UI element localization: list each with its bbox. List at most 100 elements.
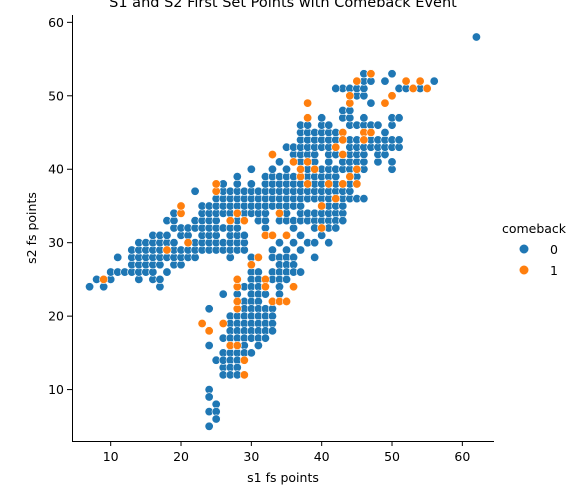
data-point-comeback-0 <box>162 230 172 240</box>
data-point-comeback-0 <box>380 128 390 138</box>
data-point-comeback-1 <box>380 98 390 108</box>
data-point-comeback-0 <box>324 120 334 130</box>
x-tick-label: 50 <box>384 449 400 464</box>
data-point-comeback-1 <box>239 355 249 365</box>
data-point-comeback-1 <box>359 135 369 145</box>
data-point-comeback-0 <box>85 282 95 292</box>
data-point-comeback-1 <box>303 98 313 108</box>
data-point-comeback-0 <box>218 289 228 299</box>
data-point-comeback-1 <box>162 245 172 255</box>
data-point-comeback-0 <box>373 120 383 130</box>
data-point-comeback-1 <box>366 128 376 138</box>
data-point-comeback-0 <box>296 267 306 277</box>
data-point-comeback-0 <box>359 113 369 123</box>
data-point-comeback-1 <box>338 150 348 160</box>
data-point-comeback-1 <box>232 341 242 351</box>
data-point-comeback-1 <box>303 179 313 189</box>
data-point-comeback-1 <box>218 318 228 328</box>
data-point-comeback-1 <box>303 157 313 167</box>
legend-label-1: 1 <box>550 263 558 278</box>
data-point-comeback-1 <box>204 326 214 336</box>
data-point-comeback-1 <box>324 179 334 189</box>
x-axis-label: s1 fs points <box>247 470 319 485</box>
data-point-comeback-0 <box>113 252 123 262</box>
y-tick-label: 60 <box>48 15 64 30</box>
chart-title: S1 and S2 First Set Points with Comeback… <box>109 0 457 11</box>
data-point-comeback-0 <box>282 164 292 174</box>
data-point-comeback-0 <box>190 186 200 196</box>
data-point-comeback-1 <box>274 208 284 218</box>
data-point-comeback-0 <box>274 157 284 167</box>
y-tick-label: 10 <box>48 382 64 397</box>
data-point-comeback-0 <box>338 216 348 226</box>
data-point-comeback-1 <box>352 164 362 174</box>
data-point-comeback-0 <box>169 238 179 248</box>
legend: comeback 0 1 <box>502 221 567 278</box>
data-point-comeback-0 <box>471 32 481 42</box>
data-point-comeback-0 <box>204 421 214 431</box>
data-point-comeback-1 <box>260 282 270 292</box>
x-tick-label: 60 <box>454 449 470 464</box>
data-point-comeback-0 <box>162 267 172 277</box>
data-point-comeback-0 <box>366 98 376 108</box>
data-point-comeback-1 <box>253 252 263 262</box>
data-point-comeback-0 <box>310 252 320 262</box>
data-point-comeback-0 <box>267 326 277 336</box>
data-point-comeback-0 <box>260 333 270 343</box>
data-point-comeback-1 <box>282 296 292 306</box>
data-point-comeback-0 <box>387 69 397 79</box>
data-point-comeback-1 <box>387 91 397 101</box>
data-point-comeback-0 <box>324 238 334 248</box>
data-point-comeback-1 <box>239 370 249 380</box>
x-tick-label: 10 <box>103 449 119 464</box>
y-tick-label: 40 <box>48 162 64 177</box>
legend-marker-0 <box>518 243 530 255</box>
data-point-comeback-0 <box>331 223 341 233</box>
data-point-comeback-1 <box>345 172 355 182</box>
data-point-comeback-1 <box>211 179 221 189</box>
data-point-comeback-1 <box>246 260 256 270</box>
data-point-comeback-1 <box>345 91 355 101</box>
data-point-comeback-0 <box>394 135 404 145</box>
data-point-comeback-1 <box>183 238 193 248</box>
data-point-comeback-1 <box>239 216 249 226</box>
data-point-comeback-0 <box>331 83 341 93</box>
data-point-comeback-1 <box>176 201 186 211</box>
data-point-comeback-1 <box>232 296 242 306</box>
data-point-comeback-1 <box>289 157 299 167</box>
y-tick-label: 30 <box>48 235 64 250</box>
data-point-comeback-1 <box>331 194 341 204</box>
data-point-comeback-1 <box>267 150 277 160</box>
legend-title: comeback <box>502 221 567 236</box>
data-point-comeback-1 <box>197 318 207 328</box>
data-point-comeback-0 <box>429 76 439 86</box>
data-point-comeback-1 <box>232 208 242 218</box>
data-point-comeback-0 <box>387 157 397 167</box>
data-point-comeback-0 <box>296 230 306 240</box>
data-point-comeback-0 <box>155 274 165 284</box>
x-tick-label: 30 <box>243 449 259 464</box>
data-point-comeback-0 <box>204 392 214 402</box>
data-point-comeback-0 <box>204 304 214 314</box>
y-ticks: 10 20 30 40 50 60 <box>48 15 72 397</box>
data-point-comeback-1 <box>415 76 425 86</box>
data-point-comeback-1 <box>338 179 348 189</box>
data-point-comeback-0 <box>317 113 327 123</box>
data-point-comeback-1 <box>422 83 432 93</box>
data-point-comeback-0 <box>204 341 214 351</box>
legend-marker-1 <box>518 264 530 276</box>
data-point-comeback-0 <box>380 76 390 86</box>
data-point-comeback-1 <box>310 164 320 174</box>
data-point-comeback-0 <box>274 238 284 248</box>
data-point-comeback-0 <box>394 113 404 123</box>
data-point-comeback-0 <box>282 274 292 284</box>
data-point-comeback-1 <box>338 135 348 145</box>
data-point-comeback-0 <box>232 172 242 182</box>
data-point-comeback-0 <box>310 238 320 248</box>
data-point-comeback-0 <box>239 230 249 240</box>
data-point-comeback-1 <box>366 69 376 79</box>
y-tick-label: 20 <box>48 309 64 324</box>
data-point-comeback-0 <box>359 194 369 204</box>
x-tick-label: 20 <box>173 449 189 464</box>
